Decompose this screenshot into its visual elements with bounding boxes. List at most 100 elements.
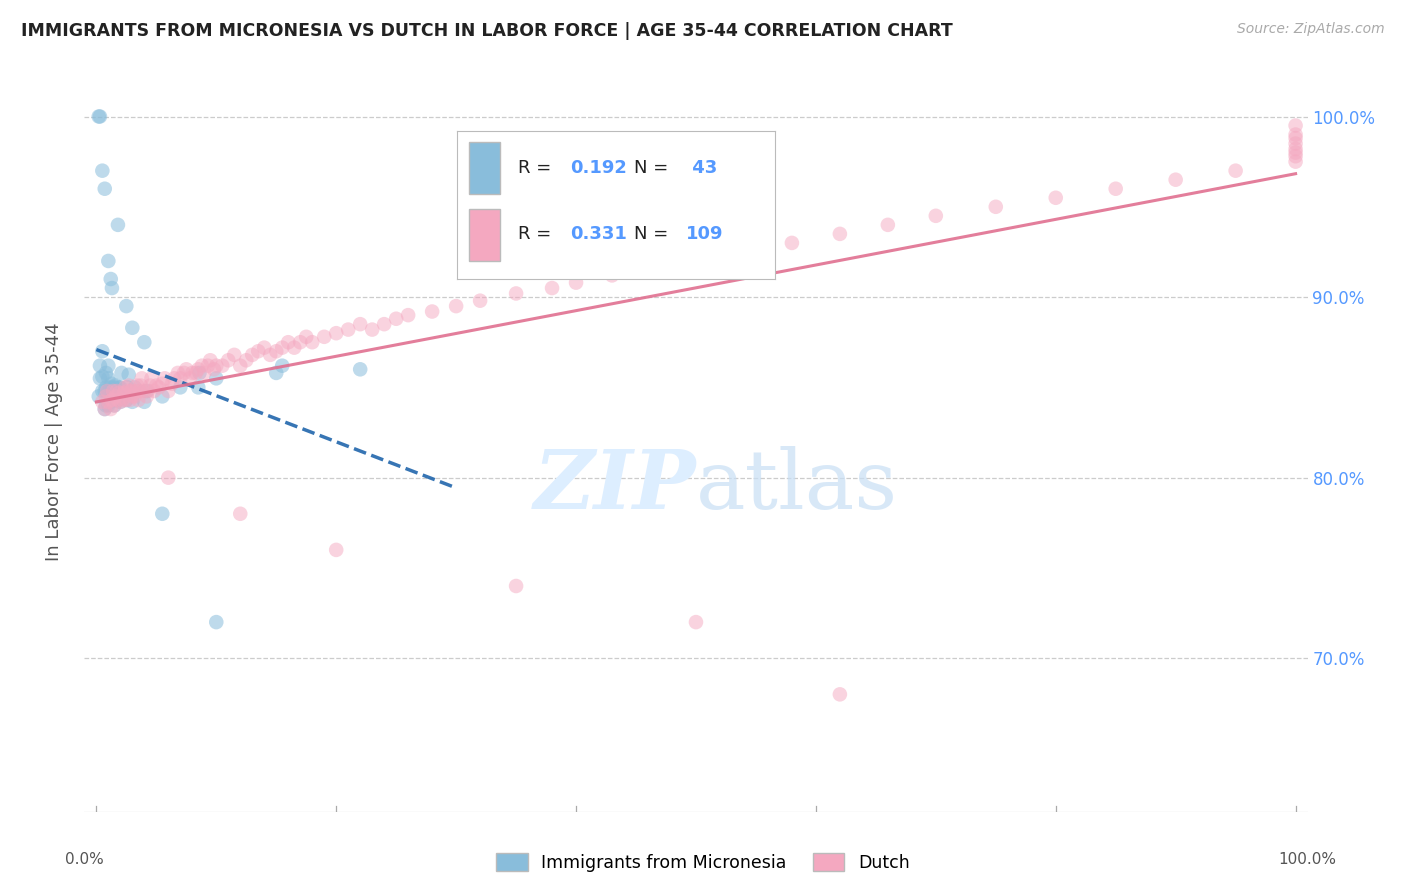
Point — [188, 366, 211, 380]
Point — [91, 394, 114, 409]
Point — [114, 380, 136, 394]
Legend: Immigrants from Micronesia, Dutch: Immigrants from Micronesia, Dutch — [489, 847, 917, 879]
Point — [127, 392, 149, 407]
Point — [93, 402, 117, 417]
Point — [124, 380, 146, 394]
Point — [205, 615, 228, 629]
Point — [110, 366, 132, 380]
Point — [247, 344, 270, 359]
Point — [111, 392, 134, 407]
Point — [150, 376, 173, 391]
Point — [205, 371, 228, 385]
Point — [121, 394, 143, 409]
Point — [94, 380, 117, 394]
Point — [181, 366, 204, 380]
Point — [224, 348, 246, 362]
Text: 0.0%: 0.0% — [65, 853, 104, 867]
Point — [205, 359, 228, 373]
Point — [107, 218, 129, 232]
Point — [197, 359, 219, 373]
Point — [373, 317, 395, 331]
Point — [101, 389, 124, 403]
Point — [174, 362, 197, 376]
Text: atlas: atlas — [696, 446, 898, 526]
Point — [160, 376, 183, 391]
Point — [87, 110, 110, 124]
Point — [100, 394, 122, 409]
Point — [89, 371, 111, 385]
Point — [94, 366, 117, 380]
Point — [118, 368, 141, 382]
Point — [97, 384, 120, 398]
Point — [136, 384, 159, 398]
Point — [349, 362, 371, 376]
Point — [325, 326, 347, 341]
Point — [229, 359, 252, 373]
Point — [134, 335, 156, 350]
Point — [118, 378, 141, 392]
Point — [565, 276, 588, 290]
Point — [110, 380, 132, 394]
Point — [101, 384, 124, 398]
Point — [444, 299, 467, 313]
Point — [876, 218, 898, 232]
Text: Source: ZipAtlas.com: Source: ZipAtlas.com — [1237, 22, 1385, 37]
Point — [253, 341, 276, 355]
Point — [121, 389, 143, 403]
Point — [89, 359, 111, 373]
Point — [94, 399, 117, 413]
Point — [107, 392, 129, 407]
Point — [128, 384, 150, 398]
Point — [193, 366, 215, 380]
Point — [202, 362, 225, 376]
Point — [420, 304, 443, 318]
Point — [169, 371, 191, 385]
Point — [94, 389, 117, 403]
Point — [505, 286, 527, 301]
Point — [828, 687, 851, 701]
Point — [235, 353, 257, 368]
Point — [1284, 136, 1306, 151]
Point — [1284, 154, 1306, 169]
Point — [87, 389, 110, 403]
Point — [1045, 191, 1067, 205]
Point — [264, 366, 287, 380]
Point — [148, 380, 170, 394]
Point — [179, 371, 201, 385]
Point — [685, 254, 707, 268]
Point — [115, 392, 138, 407]
Point — [733, 244, 755, 259]
Point — [101, 392, 124, 407]
Point — [115, 392, 138, 407]
Point — [97, 359, 120, 373]
Point — [101, 376, 124, 391]
Point — [780, 235, 803, 250]
Point — [290, 335, 312, 350]
Point — [125, 384, 148, 398]
Point — [541, 281, 564, 295]
Point — [131, 371, 153, 385]
Point — [124, 389, 146, 403]
Point — [1284, 142, 1306, 156]
Point — [637, 263, 659, 277]
Point — [93, 384, 117, 398]
Point — [107, 392, 129, 407]
Point — [1225, 163, 1247, 178]
Point — [135, 389, 157, 403]
Point — [91, 369, 114, 384]
Point — [187, 380, 209, 394]
Point — [217, 353, 239, 368]
Point — [150, 389, 173, 403]
Point — [184, 366, 207, 380]
Point — [1164, 172, 1187, 186]
Point — [150, 507, 173, 521]
Point — [108, 385, 131, 400]
Point — [187, 362, 209, 376]
Point — [118, 392, 141, 407]
Point — [264, 344, 287, 359]
Point — [100, 380, 122, 394]
Point — [100, 272, 122, 286]
Point — [100, 402, 122, 417]
Point — [163, 371, 186, 385]
Point — [104, 392, 127, 407]
